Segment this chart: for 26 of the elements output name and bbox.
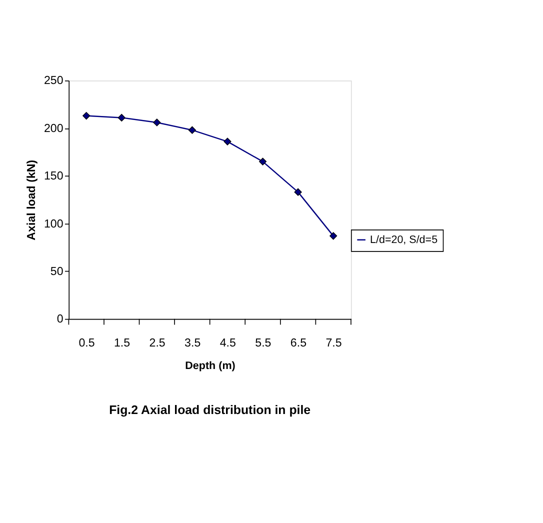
y-tick-label: 150: [44, 170, 64, 183]
y-tick-label: 250: [44, 75, 64, 88]
x-tick-label: 4.5: [220, 338, 236, 350]
text: Fig.2 Axial load distribution in pile: [109, 403, 311, 418]
point: [188, 126, 196, 134]
x-tick-label: 3.5: [184, 338, 201, 350]
x-tick-label: 5.5: [255, 338, 272, 350]
point: [330, 232, 338, 240]
x-tick-label: 1.5: [114, 338, 130, 350]
y-tick-label: 50: [50, 266, 64, 278]
point: [224, 138, 232, 146]
x-tick-label: 2.5: [149, 338, 166, 350]
x-tick-label: 6.5: [290, 338, 307, 350]
point: [153, 118, 161, 126]
y-tick-label: 100: [44, 218, 64, 230]
point: [258, 158, 267, 166]
point: [82, 112, 90, 120]
y-tick-label: 200: [44, 122, 64, 135]
y-axis-title: Axial load (kN): [26, 160, 38, 240]
legend-label: L/d=20, S/d=5: [370, 234, 438, 246]
y-tick-label: 0: [56, 314, 64, 326]
point: [294, 188, 302, 196]
point: [118, 114, 126, 122]
x-axis-title: Depth (m): [185, 360, 236, 372]
x-tick-label: 0.5: [78, 338, 95, 350]
x-tick-label: 7.5: [326, 338, 342, 350]
